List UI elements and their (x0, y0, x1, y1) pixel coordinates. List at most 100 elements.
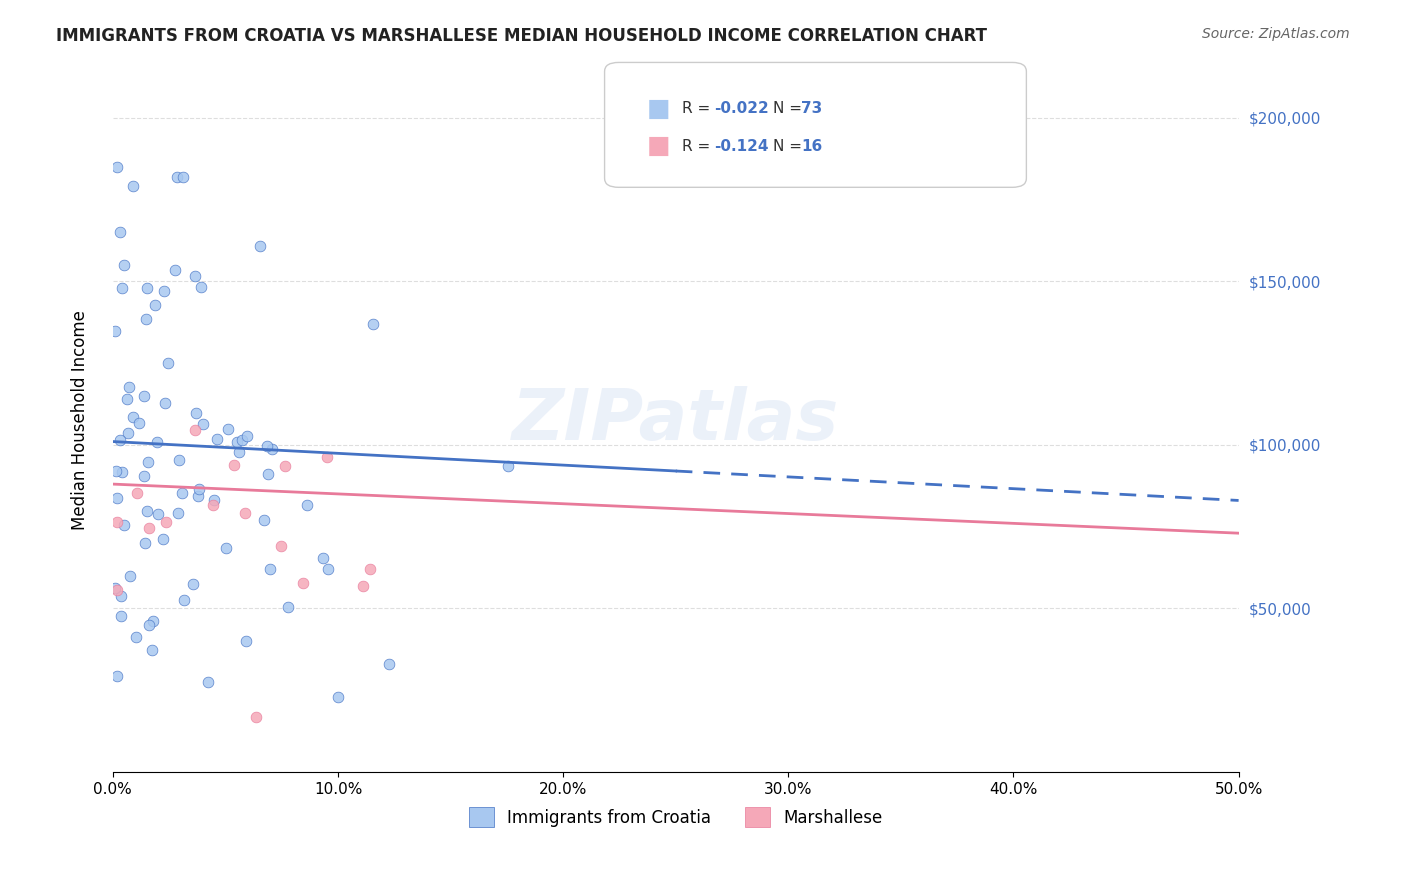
Text: R =: R = (682, 139, 716, 153)
Point (253, 512, 276, 526)
Point (233, 506, 256, 520)
Point (104, 581, 127, 595)
Point (117, 426, 139, 441)
Point (184, 406, 207, 420)
Point (222, 458, 245, 472)
Point (188, 483, 211, 497)
Point (128, 416, 150, 430)
Point (173, 593, 195, 607)
Point (170, 486, 193, 500)
Point (205, 432, 228, 446)
Point (312, 550, 335, 565)
Point (181, 577, 204, 591)
Point (197, 674, 219, 689)
Text: ■: ■ (647, 97, 671, 120)
Point (166, 169, 188, 184)
Point (125, 630, 148, 644)
Point (146, 507, 169, 521)
Point (105, 583, 128, 598)
Point (135, 312, 157, 326)
Point (184, 268, 207, 283)
Point (155, 516, 177, 530)
Point (163, 262, 186, 277)
Point (249, 238, 271, 252)
Point (318, 562, 340, 576)
Point (145, 434, 167, 449)
Point (118, 380, 141, 394)
Point (110, 609, 132, 624)
Point (217, 422, 239, 436)
Point (166, 506, 188, 520)
Point (110, 589, 132, 603)
Text: N =: N = (773, 102, 807, 116)
Point (112, 517, 135, 532)
Point (256, 467, 278, 482)
Point (155, 396, 177, 410)
Point (256, 439, 278, 453)
Y-axis label: Median Household Income: Median Household Income (72, 310, 89, 530)
Point (215, 541, 238, 556)
Point (110, 434, 132, 448)
Text: 73: 73 (801, 102, 823, 116)
Text: R =: R = (682, 102, 716, 116)
Point (202, 492, 225, 507)
Point (152, 533, 174, 547)
Point (295, 498, 318, 512)
Legend: Immigrants from Croatia, Marshallese: Immigrants from Croatia, Marshallese (463, 800, 889, 834)
Point (112, 258, 135, 272)
Point (172, 170, 194, 185)
Point (121, 178, 143, 193)
Point (105, 464, 128, 478)
Point (228, 445, 250, 459)
Point (259, 562, 281, 576)
Point (134, 536, 156, 550)
Point (111, 465, 134, 479)
Point (105, 668, 128, 682)
Text: ZIPatlas: ZIPatlas (512, 385, 839, 455)
Point (245, 709, 267, 723)
Point (187, 489, 209, 503)
Point (105, 160, 128, 174)
Point (118, 569, 141, 583)
Point (352, 579, 374, 593)
Point (235, 428, 257, 442)
Text: IMMIGRANTS FROM CROATIA VS MARSHALLESE MEDIAN HOUSEHOLD INCOME CORRELATION CHART: IMMIGRANTS FROM CROATIA VS MARSHALLESE M… (56, 27, 987, 45)
Text: -0.124: -0.124 (714, 139, 769, 153)
Point (134, 388, 156, 402)
Point (153, 284, 176, 298)
Point (111, 281, 134, 295)
Point (132, 468, 155, 483)
Text: -0.022: -0.022 (714, 102, 769, 116)
Point (108, 225, 131, 239)
Point (143, 298, 166, 312)
Point (277, 600, 299, 615)
Point (193, 417, 215, 431)
Point (190, 279, 212, 293)
Text: 16: 16 (801, 139, 823, 153)
Point (260, 442, 283, 456)
Text: ■: ■ (647, 135, 671, 158)
Point (141, 643, 163, 657)
Text: Source: ZipAtlas.com: Source: ZipAtlas.com (1202, 27, 1350, 41)
Point (142, 614, 165, 628)
Point (326, 690, 349, 705)
Point (105, 491, 128, 505)
Point (315, 450, 337, 465)
Point (136, 504, 159, 518)
Point (270, 539, 292, 553)
Point (167, 453, 190, 467)
Point (378, 657, 401, 672)
Point (127, 486, 149, 500)
Point (135, 281, 157, 295)
Point (115, 392, 138, 406)
Point (184, 423, 207, 437)
Point (361, 317, 384, 331)
Point (231, 433, 253, 447)
Point (292, 576, 315, 591)
Point (136, 455, 159, 469)
Point (104, 324, 127, 338)
Point (235, 634, 257, 648)
Point (498, 458, 520, 473)
Point (121, 410, 143, 425)
Point (138, 521, 160, 535)
